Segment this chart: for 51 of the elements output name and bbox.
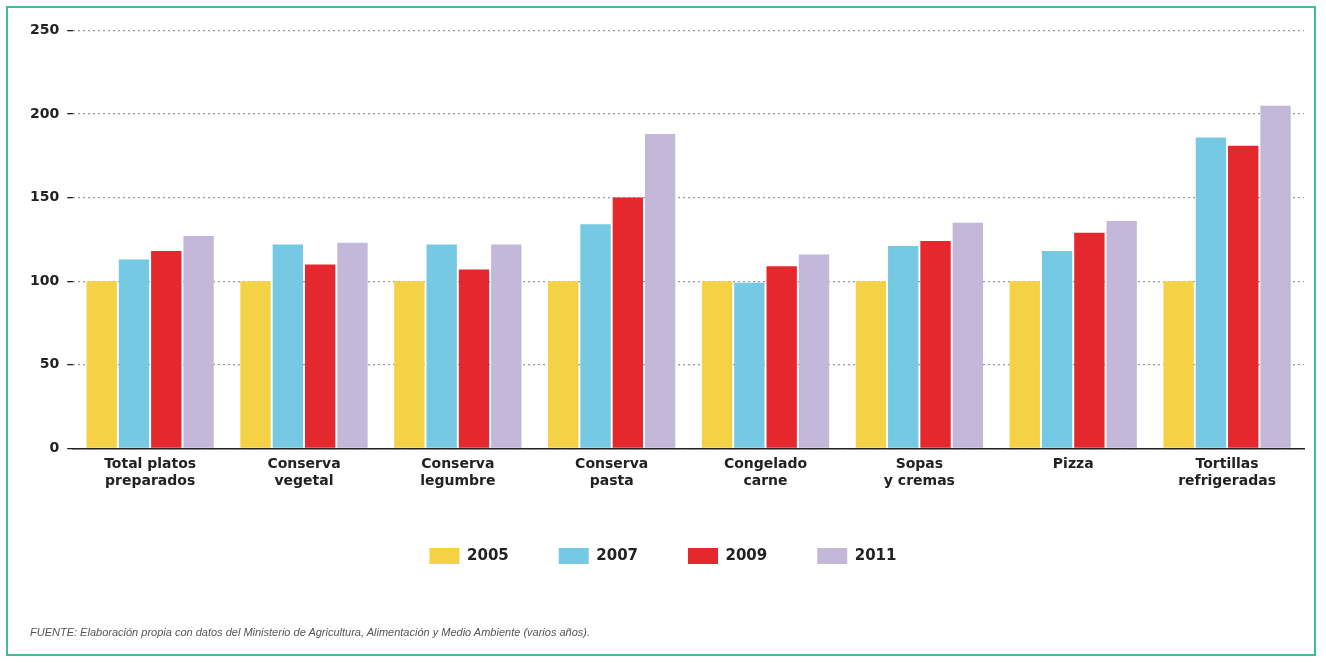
bar [548, 281, 579, 448]
bar [612, 197, 644, 448]
y-tick-label: 150 [29, 188, 60, 205]
bar [1074, 232, 1105, 448]
bar [952, 222, 984, 448]
bar [151, 251, 182, 448]
bar [766, 266, 797, 448]
bar [337, 242, 368, 448]
x-tick-label: Conserva pasta [575, 455, 649, 489]
bar [394, 281, 425, 448]
legend-label: 2007 [596, 545, 638, 564]
x-tick-label: Total platos preparados [104, 455, 197, 489]
bar [1195, 137, 1227, 448]
bar [458, 269, 490, 448]
bar [491, 244, 522, 448]
legend-label: 2005 [467, 545, 509, 564]
bar [798, 254, 830, 448]
bar [240, 281, 271, 448]
x-tick-label: Tortillas refrigeradas [1178, 455, 1277, 489]
bar [118, 259, 150, 448]
bar [272, 244, 304, 448]
bar [426, 244, 457, 448]
x-tick-label: Congelado carne [723, 455, 808, 489]
bar [1228, 145, 1259, 448]
bar [1009, 281, 1040, 448]
bar [888, 246, 919, 448]
x-tick-label: Sopas y cremas [883, 455, 955, 489]
bar [1260, 105, 1291, 448]
bar [1163, 281, 1194, 448]
bar [183, 236, 214, 448]
y-tick-label: 0 [49, 439, 60, 456]
y-tick-label: 250 [29, 21, 60, 38]
bar [734, 282, 765, 448]
y-tick-label: 200 [29, 104, 60, 121]
source-note: FUENTE: Elaboración propia con datos del Ministerio de Agricultura, Alimentación y Medio Ambiente (varios años). [30, 626, 591, 638]
legend-label: 2011 [854, 545, 897, 564]
bar [644, 134, 676, 448]
x-tick-label: Pizza [1052, 455, 1094, 472]
bar [86, 281, 117, 448]
legend-label: 2009 [725, 545, 768, 564]
bar [855, 281, 887, 448]
x-tick-label: Conserva legumbre [420, 455, 496, 489]
bar [1041, 251, 1073, 448]
bar [580, 224, 611, 448]
x-tick-label: Conserva vegetal [267, 455, 341, 489]
bar [920, 241, 951, 448]
bar [1106, 221, 1137, 448]
bar [701, 281, 733, 448]
y-tick-label: 50 [39, 355, 60, 372]
y-tick-label: 100 [29, 271, 60, 288]
bar [304, 264, 336, 448]
